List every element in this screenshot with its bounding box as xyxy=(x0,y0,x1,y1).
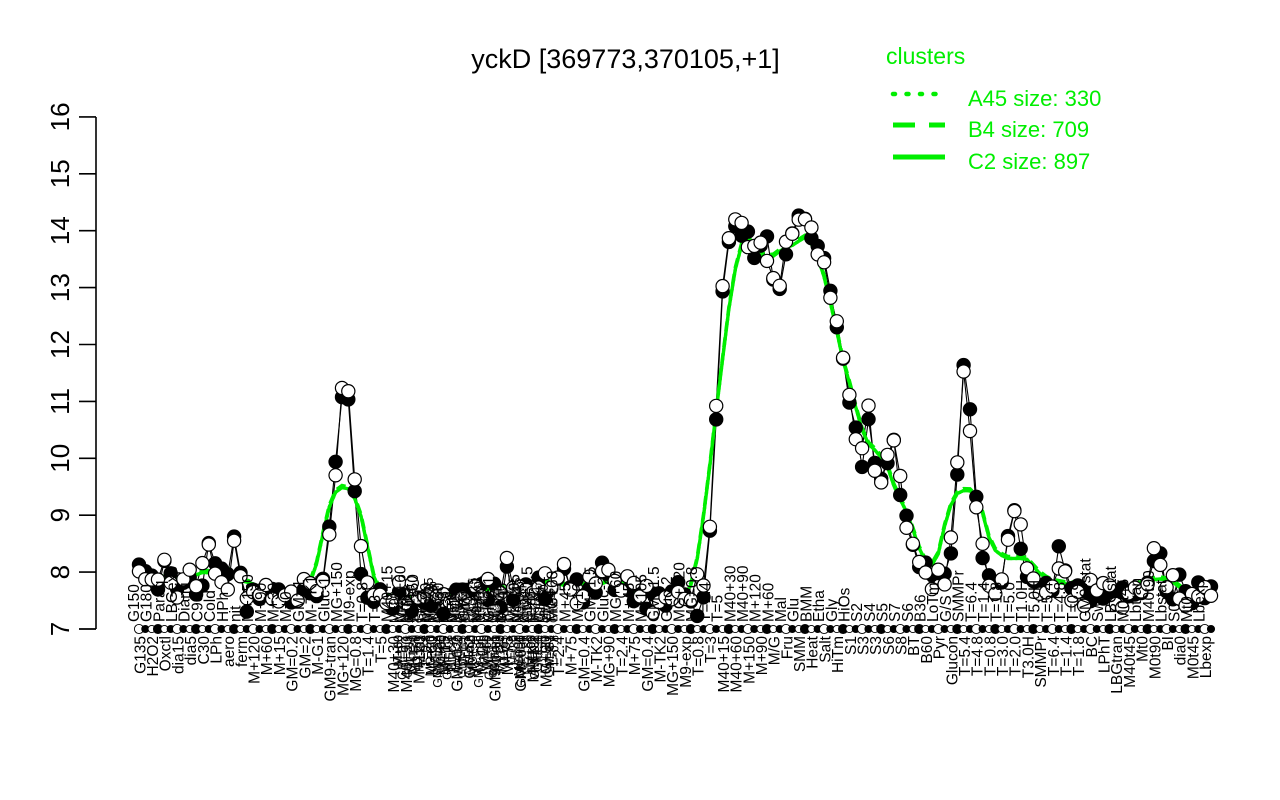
svg-text:7: 7 xyxy=(45,622,75,636)
svg-text:Gluc-2: Gluc-2 xyxy=(546,587,560,623)
svg-text:11: 11 xyxy=(45,388,75,415)
svg-text:Lbexp: Lbexp xyxy=(1192,580,1209,622)
svg-text:12: 12 xyxy=(45,330,75,359)
svg-text:15: 15 xyxy=(45,159,75,188)
svg-text:9: 9 xyxy=(45,508,75,522)
svg-text:10: 10 xyxy=(45,444,75,473)
svg-text:8: 8 xyxy=(45,565,75,579)
svg-text:13: 13 xyxy=(45,273,75,302)
svg-text:16: 16 xyxy=(45,102,75,131)
svg-text:GM=1.5: GM=1.5 xyxy=(542,635,556,678)
svg-text:14: 14 xyxy=(45,216,75,245)
svg-text:Lbexp: Lbexp xyxy=(1198,636,1215,678)
